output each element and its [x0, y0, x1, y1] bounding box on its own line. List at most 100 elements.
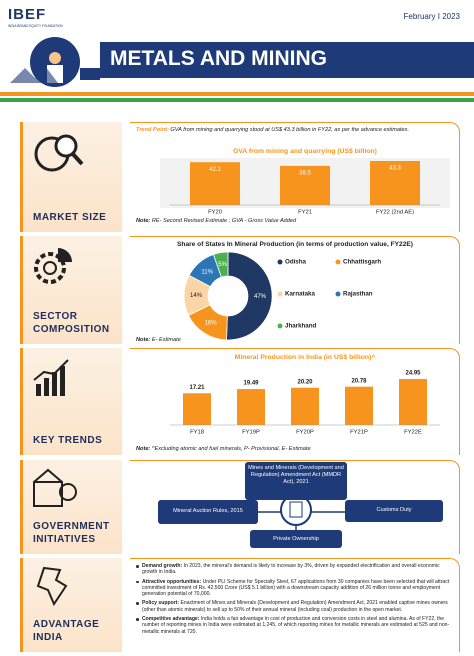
- bullet-text: India holds a fair advantage in cost of …: [142, 616, 450, 635]
- legend-label: Chhattisgarh: [343, 259, 381, 266]
- value-label: 17.21: [189, 385, 205, 391]
- node-label: Customs Duty: [376, 507, 412, 513]
- x-tick-label: FY22 (2nd AE): [376, 210, 414, 216]
- initiatives-diagram: [158, 462, 443, 548]
- x-tick-label: FY20: [208, 210, 222, 216]
- note-text: ^Excluding atomic and fuel minerals, P- …: [151, 446, 311, 452]
- side-panel: KEY TRENDS: [20, 348, 122, 455]
- bar: [280, 165, 330, 205]
- note-label: Note:: [136, 337, 151, 343]
- x-tick-label: FY20P: [296, 430, 314, 436]
- bullet: Demand growth: In 2023, the mineral's de…: [136, 563, 454, 576]
- side-panel: SECTOR COMPOSITION: [20, 236, 122, 344]
- icon: [36, 566, 68, 607]
- bullet-text: In 2023, the mineral's demand is likely …: [142, 563, 440, 576]
- bullet-title: Demand growth:: [142, 563, 183, 569]
- legend-swatch: [277, 291, 283, 297]
- node-label: Mineral Auction Rules, 2015: [173, 508, 243, 514]
- bullet-title: Policy support:: [142, 600, 180, 607]
- bar: [370, 161, 420, 205]
- legend-swatch: [335, 291, 341, 297]
- stripe: [0, 98, 474, 102]
- bullet-title: Competitive advantage:: [142, 616, 200, 623]
- logo: IBEF: [8, 6, 47, 23]
- bar: [183, 393, 211, 425]
- page-title: METALS AND MINING: [110, 47, 327, 70]
- chart-title: Mineral Production in India (in US$ bill…: [235, 353, 376, 361]
- section-frame: [130, 558, 460, 652]
- bar: [190, 162, 240, 205]
- icon: [33, 359, 69, 396]
- note-label: Note:: [136, 446, 151, 452]
- bullet-text: Enactment of Mines and Minerals (Develop…: [142, 600, 448, 613]
- section-label: SECTOR COMPOSITION: [33, 311, 110, 335]
- legend-label: Karnataka: [285, 291, 315, 298]
- date: February I 2023: [403, 12, 460, 21]
- slice-label: 11%: [201, 269, 213, 275]
- trend-label: Trend Point:: [136, 127, 169, 133]
- logo-tagline: INDIA BRAND EQUITY FOUNDATION: [8, 24, 63, 28]
- x-tick-label: FY22E: [404, 430, 422, 436]
- x-tick-label: FY18: [190, 430, 204, 436]
- note: Note: E- Estimate: [136, 337, 181, 344]
- slice-label: 5%: [218, 262, 227, 268]
- slice-label: 47%: [254, 294, 267, 300]
- section-label: MARKET SIZE: [33, 212, 107, 223]
- trend-text: GVA from mining and quarrying stood at U…: [170, 127, 409, 133]
- note: Note: RE- Second Revised Estimate ; GVA …: [136, 218, 296, 225]
- slice-label: 14%: [190, 293, 203, 299]
- title-banner: [100, 42, 474, 78]
- stripe: [0, 92, 474, 96]
- note-text: E- Estimate: [151, 337, 181, 343]
- value-label: 38.5: [299, 170, 311, 176]
- bar: [399, 379, 427, 425]
- section-frame: [130, 348, 460, 455]
- node-label: Mines and Minerals (Development and Regu…: [248, 465, 344, 485]
- section-frame: [130, 236, 460, 344]
- section-frame: [130, 122, 460, 232]
- bullet: Attractive opportunities: Under PLI Sche…: [136, 579, 454, 598]
- x-tick-label: FY21: [298, 210, 312, 216]
- trend-point: Trend Point: GVA from mining and quarryi…: [136, 127, 454, 134]
- section-label: ADVANTAGE INDIA: [33, 619, 100, 643]
- bar: [237, 389, 265, 425]
- section-label: GOVERNMENT INITIATIVES: [33, 521, 110, 545]
- value-label: 19.49: [243, 381, 259, 387]
- bullet-list: Demand growth: In 2023, the mineral's de…: [136, 563, 454, 638]
- value-label: 24.95: [405, 371, 421, 377]
- value-label: 42.1: [209, 167, 221, 173]
- icon: [33, 468, 77, 507]
- bullet: Policy support: Enactment of Mines and M…: [136, 600, 454, 613]
- x-tick-label: FY19P: [242, 430, 260, 436]
- chart-title: Share of States In Mineral Production (i…: [177, 241, 413, 248]
- side-panel: ADVANTAGE INDIA: [20, 558, 122, 652]
- legend-swatch: [277, 323, 283, 329]
- bar: [345, 386, 373, 425]
- value-label: 43.3: [389, 166, 401, 172]
- legend-label: Odisha: [285, 259, 307, 266]
- legend-swatch: [335, 259, 341, 265]
- bullet-text: Under PLI Scheme for Specialty Steel, 67…: [142, 578, 450, 598]
- pie-slice: [212, 251, 229, 278]
- section-frame: [130, 460, 460, 554]
- icon: [34, 134, 84, 172]
- bullet-title: Attractive opportunities:: [142, 578, 202, 585]
- pie-slice: [226, 251, 273, 341]
- icon: [34, 248, 72, 284]
- note-label: Note:: [136, 218, 151, 224]
- node-label: Private Ownership: [273, 536, 319, 542]
- bullet: Competitive advantage: India holds a fai…: [136, 616, 454, 635]
- legend-label: Jharkhand: [285, 323, 317, 330]
- note: Note: ^Excluding atomic and fuel mineral…: [136, 446, 311, 453]
- chart-title: GVA from mining and quarrying (US$ billi…: [233, 148, 377, 155]
- legend-swatch: [277, 259, 283, 265]
- legend-label: Rajasthan: [343, 291, 373, 298]
- value-label: 20.78: [351, 378, 367, 384]
- value-label: 20.20: [297, 379, 313, 385]
- x-tick-label: FY21P: [350, 430, 368, 436]
- section-label: KEY TRENDS: [33, 435, 103, 446]
- note-text: RE- Second Revised Estimate ; GVA - Gros…: [151, 218, 297, 224]
- header-illustration: [10, 37, 100, 87]
